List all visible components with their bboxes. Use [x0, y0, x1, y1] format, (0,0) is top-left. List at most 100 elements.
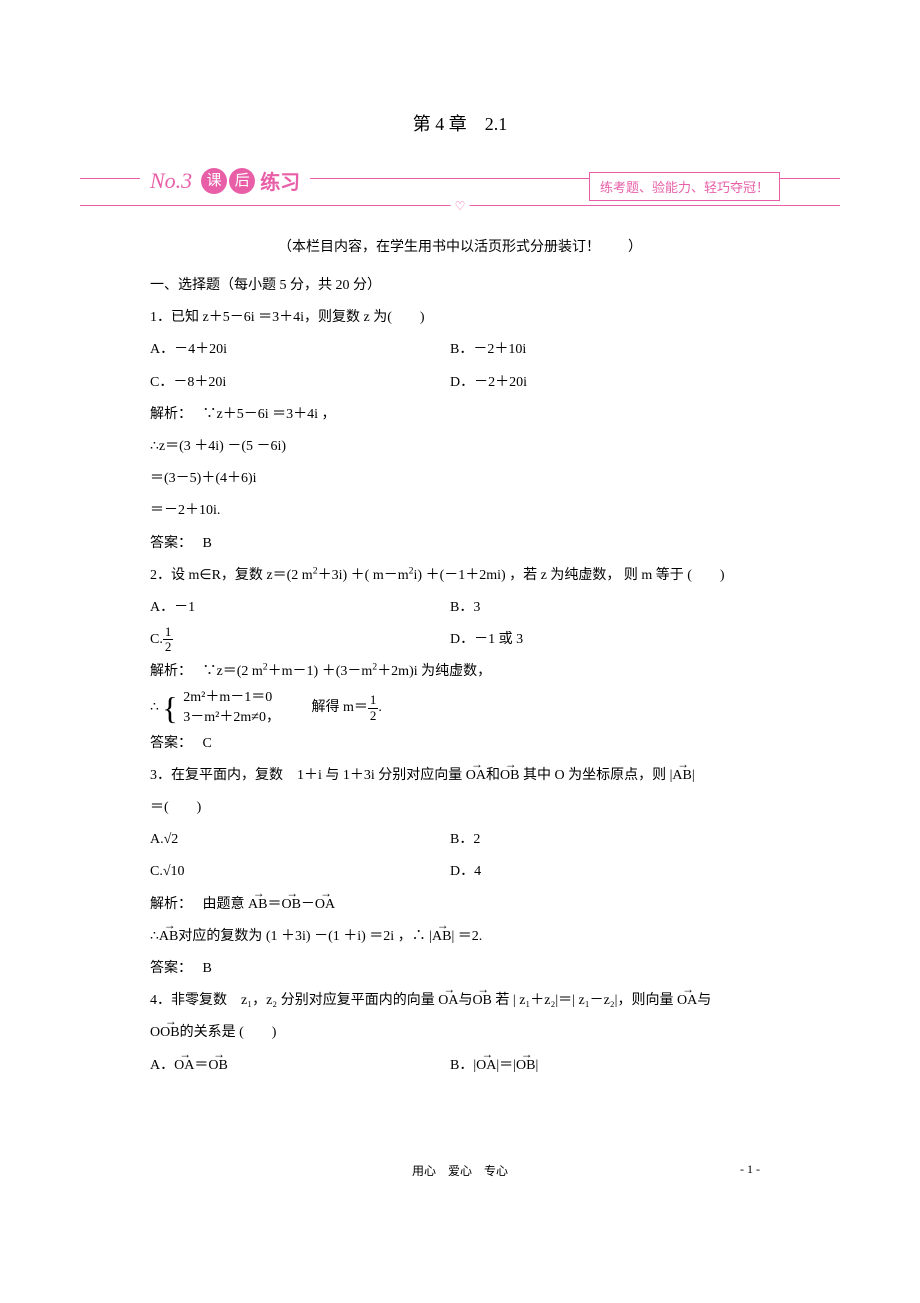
q1-opt-a: A．－4＋20i [150, 334, 450, 366]
q3-stem: 3．在复平面内，复数 1＋i 与 1＋3i 分别对应向量 OA和OB 其中 O … [150, 760, 840, 792]
page-number: - 1 - [740, 1162, 760, 1177]
q3-s1-eq: ＝ [267, 897, 281, 912]
q1-options-2: C．－8＋20i D．－2＋20i [150, 367, 840, 399]
q2-options: A．－1 B．3 [150, 592, 840, 624]
q1-stem: 1．已知 z＋5－6i ＝3＋4i，则复数 z 为( ) [150, 302, 840, 334]
q3-s2-a: ∴ [150, 929, 159, 944]
banner-circle-2: 后 [229, 168, 255, 194]
q1-opt-c: C．－8＋20i [150, 367, 450, 399]
section-heading: 一、选择题（每小题 5 分，共 20 分） [150, 270, 840, 302]
q2-sys-2: 3－m²＋2m≠0， [183, 710, 280, 725]
q1-sol-2: ∴z＝(3 ＋4i) －(5 －6i) [150, 431, 840, 463]
footer-text: 用心 爱心 专心 [412, 1164, 508, 1178]
q2-ans: C [203, 736, 212, 751]
q1-options: A．－4＋20i B．－2＋10i [150, 334, 840, 366]
q4-vec-oa: OA [438, 985, 458, 1017]
q4-b-oa: OA [476, 1050, 496, 1082]
q1-ans: B [203, 536, 212, 551]
q1-opt-d: D．－2＋20i [450, 367, 750, 399]
q2-s1c: ＋2m)i 为纯虚数， [377, 664, 491, 679]
banner-rest: 练习 [260, 166, 300, 195]
q3-s2-ab2: AB [432, 921, 451, 953]
q3-stem-mid: 和 [486, 768, 500, 783]
q3-stem-c: | [692, 768, 695, 783]
q3-solution-1: 解析： 由题意 AB＝OB－OA [150, 889, 840, 921]
q2-s1a: ∵z＝(2 m [203, 664, 263, 679]
q1-ans-label: 答案： [150, 536, 185, 551]
q2-opt-d: D．－1 或 3 [450, 624, 750, 656]
q3-stem-b: 其中 O 为坐标原点，则 | [519, 768, 672, 783]
q3-stem-line2: ＝( ) [150, 792, 840, 824]
q3-s1-ob: OB [281, 889, 300, 921]
q4-a-ob: OB [208, 1050, 227, 1082]
q3-vec-oa: OA [466, 760, 486, 792]
q4-line2-pre: O [150, 1025, 160, 1040]
q4-line2-rest: 的关系是 ( ) [180, 1025, 277, 1040]
q4-stem-a: 4．非零复数 z₁，z₂ 分别对应复平面内的向量 [150, 993, 438, 1008]
q2-sys-frac: 12 [368, 693, 379, 723]
q1-sol-4: ＝－2＋10i. [150, 495, 840, 527]
q3-opt-d: D．4 [450, 856, 750, 888]
q1-opt-b: B．－2＋10i [450, 334, 750, 366]
q4-b-mid: |＝| [496, 1058, 516, 1073]
q2-opt-a: A．－1 [150, 592, 450, 624]
q1-sol-1: ∵z＋5－6i ＝3＋4i ， [203, 407, 336, 422]
q3-s1-a: 由题意 [203, 897, 249, 912]
q2-sys-pre: ∴ [150, 700, 159, 715]
banner-box: 练考题、验能力、轻巧夺冠！ [589, 172, 780, 201]
q2-c-num: 1 [163, 625, 174, 640]
q3-s1-oa: OA [315, 889, 335, 921]
q4-stem-b: 若 | z₁＋z₂|＝| z₁－z₂|，则向量 [492, 993, 677, 1008]
q4-vec-ob: OB [472, 985, 491, 1017]
q4-opt-b: B．|OA|＝|OB| [450, 1050, 750, 1082]
q3-ans: B [203, 961, 212, 976]
q1-solution: 解析： ∵z＋5－6i ＝3＋4i ， [150, 399, 840, 431]
q4-vec-oa2: OA [677, 985, 697, 1017]
q3-ans-label: 答案： [150, 961, 185, 976]
q3-s1-ab: AB [248, 889, 267, 921]
q4-a-oa: OA [174, 1050, 194, 1082]
q4-stem: 4．非零复数 z₁，z₂ 分别对应复平面内的向量 OA与OB 若 | z₁＋z₂… [150, 985, 840, 1017]
q2-opt-c-pre: C. [150, 632, 163, 647]
q4-opt-a: A．OA＝OB [150, 1050, 450, 1082]
q4-stem-mid: 与 [458, 993, 472, 1008]
content-body: 一、选择题（每小题 5 分，共 20 分） 1．已知 z＋5－6i ＝3＋4i，… [80, 270, 840, 1082]
q2-sys-body: 2m²＋m－1＝0 3－m²＋2m≠0， [183, 688, 280, 727]
q3-stem-a: 3．在复平面内，复数 1＋i 与 1＋3i 分别对应向量 [150, 768, 466, 783]
q2-opt-c: C.12 [150, 624, 450, 656]
q1-sol-3: ＝(3－5)＋(4＋6)i [150, 463, 840, 495]
q2-ans-label: 答案： [150, 736, 185, 751]
banner-number: No.3 [150, 168, 192, 194]
q2-stem-a: 2．设 m∈R，复数 z＝(2 m [150, 568, 313, 583]
q2-system: ∴ { 2m²＋m－1＝0 3－m²＋2m≠0， 解得 m＝12. [150, 688, 840, 727]
q4-stem-c: 与 [697, 993, 711, 1008]
q2-c-den: 2 [163, 640, 174, 654]
q2-sys-1: 2m²＋m－1＝0 [183, 690, 272, 705]
q2-stem: 2．设 m∈R，复数 z＝(2 m2＋3i) ＋( m－m2i) ＋(－1＋2m… [150, 560, 840, 592]
q2-sys-end: . [378, 700, 382, 715]
chapter-title: 第 4 章 2.1 [80, 110, 840, 136]
q3-s2-b: 对应的复数为 (1 ＋3i) －(1 ＋i) ＝2i ，∴ | [178, 929, 432, 944]
q3-vec-ab: AB [672, 760, 691, 792]
q2-opt-c-frac: 12 [163, 625, 174, 655]
q1-answer: 答案： B [150, 528, 840, 560]
column-note: （本栏目内容，在学生用书中以活页形式分册装订！ ） [80, 236, 840, 256]
q2-stem-b: ＋3i) ＋( m－m [318, 568, 409, 583]
q2-opt-b: B．3 [450, 592, 750, 624]
banner-circle-1: 课 [201, 168, 227, 194]
q3-s2-ab: AB [159, 921, 178, 953]
q3-opt-b: B．2 [450, 824, 750, 856]
banner-left: No.3 课 后 练习 [140, 166, 310, 195]
q3-answer: 答案： B [150, 953, 840, 985]
q3-sol-label: 解析： [150, 897, 185, 912]
q3-s2-c: | ＝2. [451, 929, 482, 944]
q2-brace-icon: { [162, 692, 177, 724]
q2-solution: 解析： ∵z＝(2 m2＋m－1) ＋(3－m2＋2m)i 为纯虚数， [150, 656, 840, 688]
q4-b-ob: OB [516, 1050, 535, 1082]
q2-sys-den: 2 [368, 709, 379, 723]
q3-vec-ob: OB [500, 760, 519, 792]
q4-b-end: | [535, 1058, 538, 1073]
q4-a-eq: ＝ [194, 1058, 208, 1073]
q3-options: A.√2 B．2 [150, 824, 840, 856]
q2-sys-post: 解得 m＝ [311, 700, 367, 715]
